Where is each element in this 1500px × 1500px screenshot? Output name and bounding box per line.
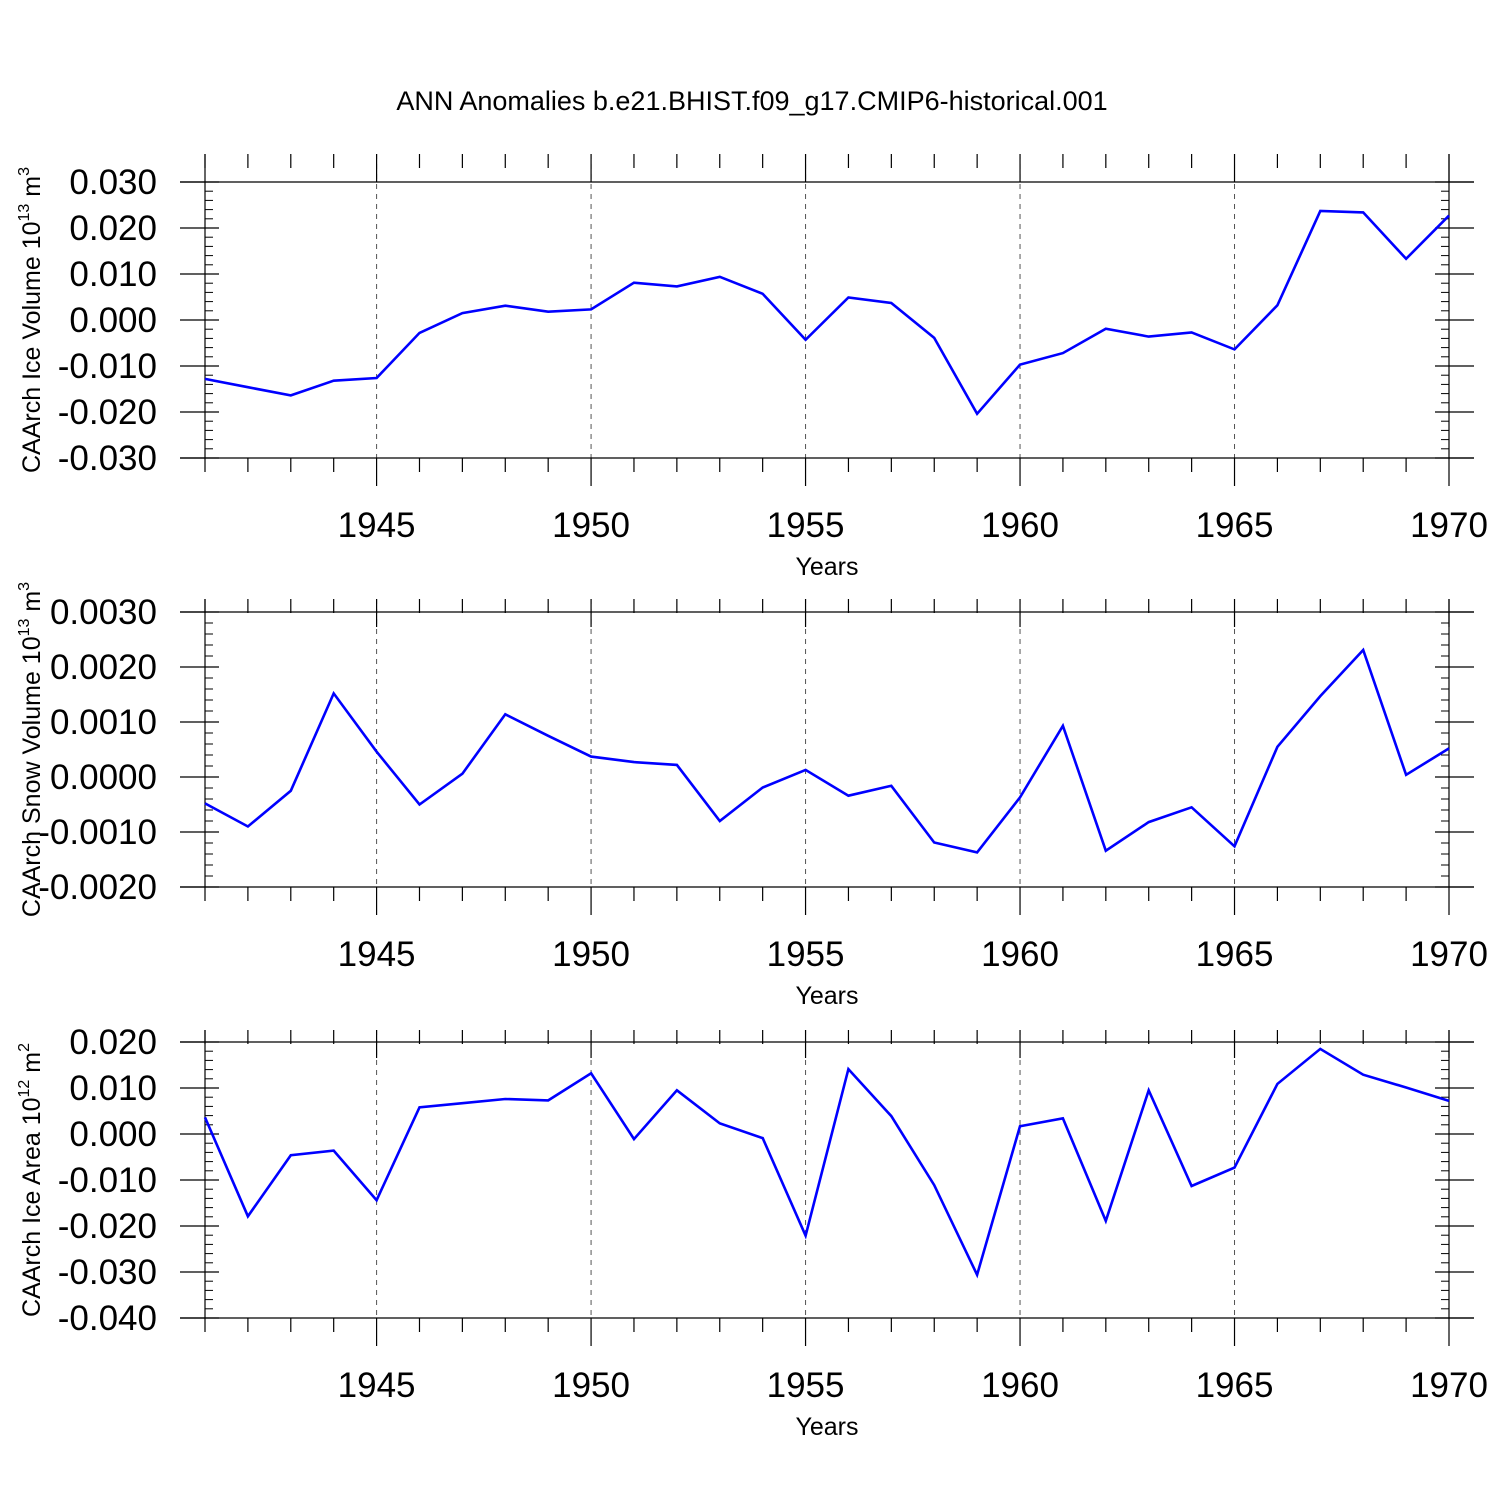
series-line [204, 209, 1450, 417]
panel-3: -0.040 -0.030 -0.020 -0.010 0.000 0.010 0.020 1… [16, 1023, 1488, 1441]
y-tick-label: -0.0010 [38, 813, 157, 852]
x-tick-label: 1965 [1196, 1366, 1274, 1405]
x-tick-label: 1955 [767, 506, 845, 545]
x-tick-label: 1950 [552, 935, 630, 974]
y-tick-label: 0.030 [69, 163, 157, 202]
x-tick-label: 1965 [1196, 935, 1274, 974]
y-axis-title-sup: 13 [16, 204, 33, 222]
x-tick-label: 1970 [1410, 935, 1488, 974]
y-tick-label: -0.040 [58, 1299, 157, 1338]
x-tick-label: 1950 [552, 1366, 630, 1405]
x-tick-label: 1945 [338, 935, 416, 974]
y-axis-title-unit: m [18, 176, 46, 204]
x-tick-label: 1970 [1410, 1366, 1488, 1405]
y-axis-title-unit: m [18, 1052, 46, 1080]
y-tick-label: 0.020 [69, 1023, 157, 1062]
y-axis-title-unit-sup: 2 [16, 1043, 33, 1052]
series-line [203, 1047, 1450, 1279]
x-axis-title: Years [795, 982, 858, 1010]
x-axis-title: Years [795, 1413, 858, 1441]
x-tick-label: 1960 [981, 935, 1059, 974]
y-axis-title-sup: 12 [16, 1080, 33, 1098]
y-tick-label: 0.000 [69, 1115, 157, 1154]
y-tick-label: -0.030 [58, 439, 157, 478]
chart-title: ANN Anomalies b.e21.BHIST.f09_g17.CMIP6-… [396, 86, 1107, 116]
x-tick-label: 1970 [1410, 506, 1488, 545]
y-axis-title-sup: 13 [16, 618, 33, 636]
y-tick-label: -0.020 [58, 1207, 157, 1246]
y-tick-label: -0.0020 [38, 868, 157, 907]
y-tick-label: -0.010 [58, 1161, 157, 1200]
x-tick-label: 1955 [767, 1366, 845, 1405]
y-tick-label: 0.0010 [50, 703, 157, 742]
panel-2: -0.0020 -0.0010 0.0000 0.0010 0.0020 0.0030 19… [16, 582, 1488, 1010]
y-axis-title-text: CAArch Ice Area 10 [18, 1097, 46, 1317]
x-tick-label: 1960 [981, 1366, 1059, 1405]
y-tick-label: 0.0030 [50, 593, 157, 632]
y-tick-label: 0.0000 [50, 758, 157, 797]
y-axis-title-unit: m [18, 591, 46, 619]
y-axis-title: CAArch Snow Volume 1013 m3 [16, 582, 46, 917]
panel-1: -0.030 -0.020 -0.010 0.000 0.010 0.020 0.030 19… [16, 154, 1488, 581]
y-axis-title-text: CAArch Snow Volume 10 [18, 636, 46, 917]
y-axis-title: CAArch Ice Area 1012 m2 [16, 1043, 46, 1317]
chart-panels: -0.030 -0.020 -0.010 0.000 0.010 0.020 0.030 19… [16, 154, 1488, 1441]
y-axis-title-text: CAArch Ice Volume 10 [18, 221, 46, 473]
y-tick-label: 0.010 [69, 1069, 157, 1108]
y-axis-title-unit-sup: 3 [16, 167, 33, 176]
x-axis-title: Years [795, 553, 858, 581]
x-tick-label: 1945 [338, 506, 416, 545]
x-tick-label: 1965 [1196, 506, 1274, 545]
y-tick-label: 0.010 [69, 255, 157, 294]
y-tick-label: -0.020 [58, 393, 157, 432]
x-tick-label: 1945 [338, 1366, 416, 1405]
y-tick-label: 0.000 [69, 301, 157, 340]
y-tick-label: -0.010 [58, 347, 157, 386]
y-tick-label: -0.030 [58, 1253, 157, 1292]
y-axis-title-unit-sup: 3 [16, 582, 33, 591]
series-line [204, 647, 1450, 854]
y-axis-title: CAArch Ice Volume 1013 m3 [16, 167, 46, 473]
y-tick-label: 0.0020 [50, 648, 157, 687]
x-tick-label: 1950 [552, 506, 630, 545]
x-tick-label: 1955 [767, 935, 845, 974]
y-tick-label: 0.020 [69, 209, 157, 248]
x-tick-label: 1960 [981, 506, 1059, 545]
